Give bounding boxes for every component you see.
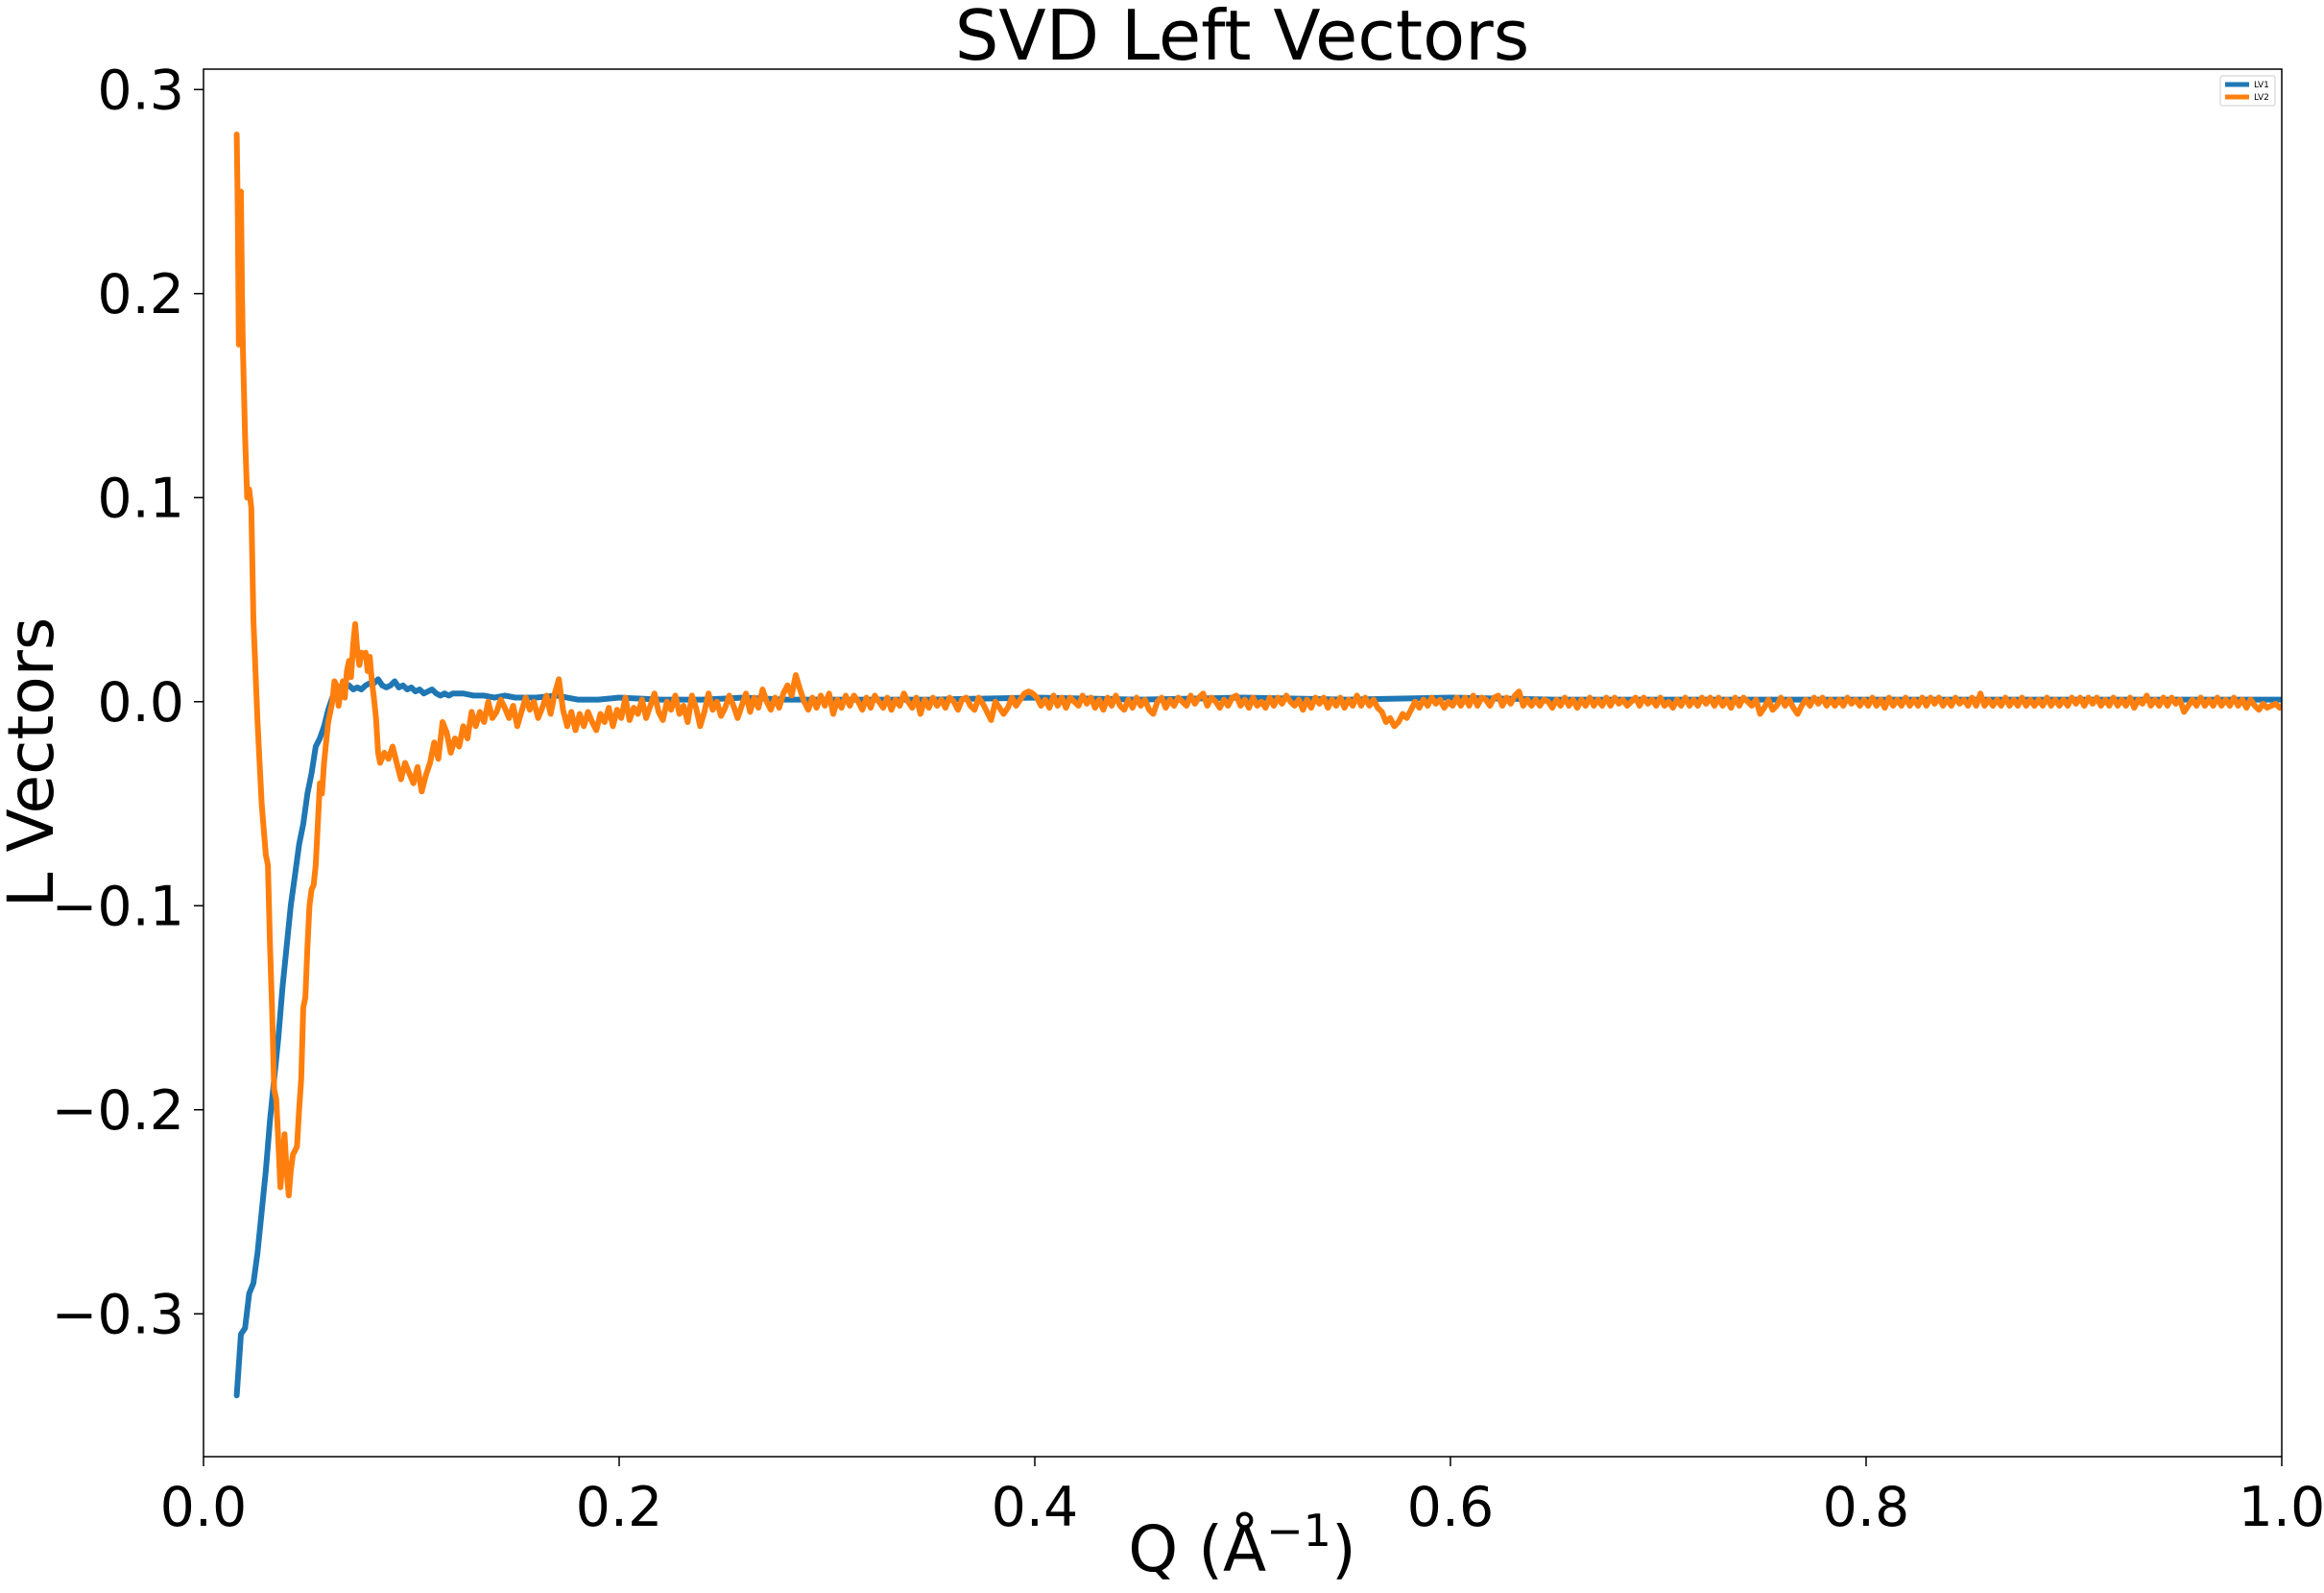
x-tick-label: 0.4 (992, 1476, 1079, 1539)
y-tick-label: 0.3 (97, 59, 184, 122)
legend-label: LV2 (2254, 93, 2269, 103)
legend-label: LV1 (2254, 81, 2269, 90)
chart-title: SVD Left Vectors (955, 0, 1530, 76)
x-axis: 0.0 0.2 0.4 0.6 0.8 1.0 (160, 1457, 2324, 1539)
y-tick-label: 0.2 (97, 263, 184, 326)
y-axis-label: L Vectors (0, 617, 68, 907)
y-tick-label: −0.2 (52, 1079, 184, 1143)
y-tick-label: 0.1 (97, 467, 184, 530)
series-line-lv2 (233, 132, 2282, 1198)
x-tick-label: 0.8 (1823, 1476, 1910, 1539)
x-axis-label-close: ) (1331, 1512, 1356, 1586)
x-tick-label: 0.6 (1407, 1476, 1495, 1539)
x-axis-label-exponent: −1 (1266, 1505, 1331, 1557)
plot-frame (203, 68, 2283, 1458)
x-tick-label: 0.0 (160, 1476, 248, 1539)
y-tick-label: −0.1 (52, 875, 184, 938)
x-tick-label: 1.0 (2239, 1476, 2324, 1539)
series-group (233, 132, 2282, 1399)
y-tick-label: −0.3 (52, 1283, 184, 1346)
series-line-lv1 (233, 676, 2282, 1399)
plot-area (203, 68, 2283, 1458)
x-axis-label: Q (Å−1) (1128, 1505, 1355, 1586)
y-tick-label: 0.0 (97, 671, 184, 735)
x-axis-label-base: Q (Å (1128, 1512, 1266, 1586)
y-axis: 0.3 0.2 0.1 0.0 −0.1 −0.2 −0.3 (52, 59, 204, 1346)
x-tick-label: 0.2 (576, 1476, 663, 1539)
